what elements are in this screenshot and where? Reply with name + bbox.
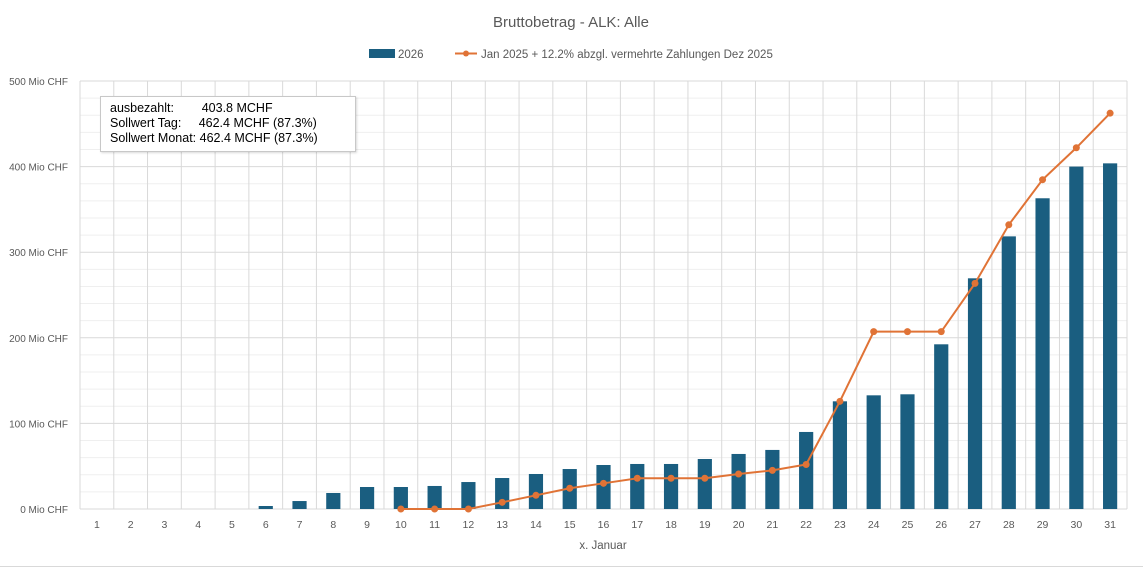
x-tick-label: 11 (429, 519, 440, 531)
bar (765, 449, 780, 509)
x-tick-label: 5 (229, 519, 235, 531)
x-tick-label: 20 (733, 519, 745, 531)
x-tick-label: 22 (800, 519, 812, 531)
line-marker (802, 460, 810, 468)
line-marker (870, 328, 878, 336)
bar (1035, 198, 1050, 509)
y-tick-label: 300 Mio CHF (9, 248, 68, 259)
line-marker (1106, 109, 1114, 117)
line-marker (532, 491, 540, 499)
line-marker (431, 505, 439, 513)
y-tick-label: 500 Mio CHF (9, 77, 68, 88)
bar (866, 395, 881, 509)
bar (1069, 166, 1084, 509)
x-tick-label: 1 (94, 519, 100, 531)
info-target-day: Sollwert Tag: 462.4 MCHF (87.3%) (110, 116, 317, 130)
line-marker (464, 505, 472, 513)
line-marker (836, 397, 844, 405)
bar (697, 459, 712, 509)
x-tick-label: 26 (935, 519, 947, 531)
x-tick-label: 30 (1070, 519, 1082, 531)
legend-label-bar: 2026 (398, 49, 424, 61)
bar (799, 431, 814, 509)
x-tick-label: 12 (463, 519, 475, 531)
line-marker (1039, 176, 1047, 184)
x-tick-label: 2 (128, 519, 134, 531)
line-marker (701, 474, 709, 482)
bar (596, 465, 611, 509)
x-tick-label: 14 (530, 519, 542, 531)
x-tick-label: 28 (1003, 519, 1015, 531)
bar (427, 485, 442, 509)
info-target-month: Sollwert Monat: 462.4 MCHF (87.3%) (110, 131, 318, 145)
line-marker (937, 328, 945, 336)
x-tick-label: 19 (699, 519, 711, 531)
line-marker (633, 474, 641, 482)
x-tick-label: 10 (395, 519, 407, 531)
line-marker (971, 279, 979, 287)
y-tick-label: 200 Mio CHF (9, 334, 68, 345)
summary-infobox: ausbezahlt: 403.8 MCHF Sollwert Tag: 462… (100, 96, 356, 152)
bar (461, 482, 476, 509)
line-marker (498, 498, 506, 506)
legend-swatch-marker (463, 50, 469, 57)
x-tick-label: 29 (1037, 519, 1049, 531)
x-tick-label: 9 (364, 519, 370, 531)
y-tick-label: 400 Mio CHF (9, 163, 68, 174)
line-marker (903, 328, 911, 336)
x-tick-label: 16 (598, 519, 610, 531)
x-tick-label: 8 (330, 519, 336, 531)
bar (258, 506, 273, 509)
legend-label-line: Jan 2025 + 12.2% abzgl. vermehrte Zahlun… (481, 49, 773, 61)
bar (934, 344, 949, 509)
x-tick-label: 13 (496, 519, 508, 531)
line-marker (600, 479, 607, 487)
x-tick-label: 18 (665, 519, 677, 531)
x-tick-label: 4 (195, 519, 201, 531)
series-line (400, 112, 1111, 510)
x-tick-label: 25 (902, 519, 914, 531)
bar (832, 401, 848, 509)
x-tick-label: 3 (162, 519, 168, 531)
y-tick-label: 0 Mio CHF (20, 505, 68, 516)
bar (359, 487, 375, 509)
bar (292, 501, 307, 509)
line-marker (1072, 144, 1080, 152)
bar (900, 394, 915, 509)
chart-title: Bruttobetrag - ALK: Alle (493, 14, 649, 31)
line-marker (397, 505, 405, 513)
divider (0, 566, 1143, 567)
legend: 2026 Jan 2025 + 12.2% abzgl. vermehrte Z… (369, 49, 773, 61)
x-tick-label: 21 (767, 519, 779, 531)
bar (393, 487, 408, 509)
bar (1001, 236, 1016, 509)
x-tick-label: 6 (263, 519, 269, 531)
x-tick-label: 17 (631, 519, 643, 531)
line-marker (667, 474, 675, 482)
bar (663, 463, 679, 509)
line-marker (735, 470, 743, 478)
bar (967, 278, 983, 509)
bar (731, 453, 746, 509)
x-tick-label: 7 (297, 519, 303, 531)
bar (630, 463, 645, 509)
line-marker (566, 484, 574, 492)
bar (1103, 163, 1118, 509)
x-tick-label: 31 (1104, 519, 1116, 531)
y-tick-label: 100 Mio CHF (9, 419, 68, 430)
legend-swatch-bar (369, 49, 395, 58)
x-tick-label: 23 (834, 519, 846, 531)
bar (326, 492, 341, 509)
x-tick-label: 24 (868, 519, 880, 531)
line-marker (768, 466, 776, 474)
x-tick-label: 15 (564, 519, 576, 531)
info-paid: ausbezahlt: 403.8 MCHF (110, 101, 273, 115)
line-marker (1005, 221, 1013, 229)
bar (528, 473, 544, 509)
x-tick-label: 27 (969, 519, 981, 531)
x-axis-label: x. Januar (579, 540, 626, 552)
